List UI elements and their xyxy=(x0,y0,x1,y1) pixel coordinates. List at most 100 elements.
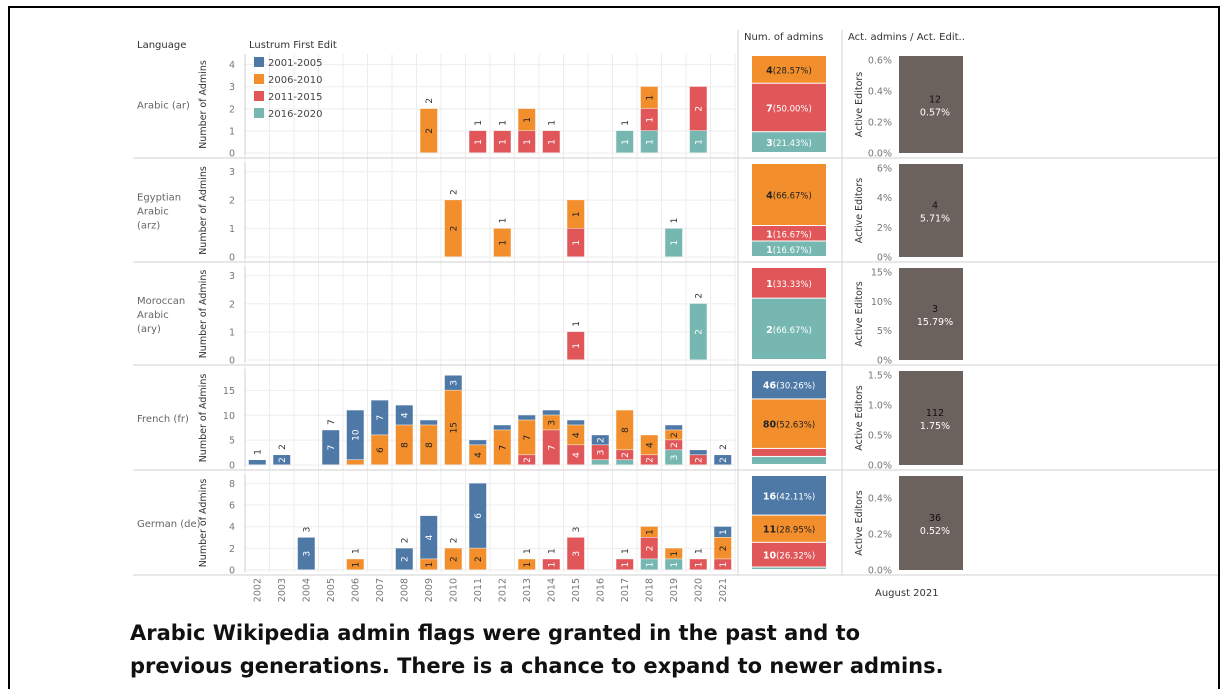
bar-value-label: 1 xyxy=(645,139,655,145)
legend-swatch xyxy=(254,57,264,67)
bar-segment xyxy=(714,455,732,465)
bar-value-label: 1 xyxy=(498,240,508,246)
bar-total-label: 2 xyxy=(449,537,459,543)
right-tick-label: 0% xyxy=(877,356,892,367)
y-tick-label: 3 xyxy=(229,271,235,282)
bar-value-label: 1 xyxy=(474,139,484,145)
bar-value-label: 2 xyxy=(596,437,606,443)
bar-segment xyxy=(420,559,438,570)
bar-total-label: 1 xyxy=(351,548,361,554)
bar-segment xyxy=(420,425,438,465)
legend-label: 2011-2015 xyxy=(268,92,323,103)
bar-segment xyxy=(420,515,438,559)
right-tick-label: 1.5% xyxy=(868,371,892,382)
row-label: French (fr) xyxy=(137,414,189,425)
bar-value-label: 2 xyxy=(425,128,435,134)
bar-value-label: 1 xyxy=(572,343,582,349)
bar-value-label: 1 xyxy=(694,562,704,568)
bar-value-label: 2 xyxy=(645,457,655,463)
row-label: Arabic xyxy=(137,310,169,321)
admin-share-segment xyxy=(752,268,826,298)
right-tick-label: 4% xyxy=(877,193,892,204)
bar-value-label: 1 xyxy=(572,240,582,246)
admin-share-label: 4(66.67%) xyxy=(766,191,812,202)
right-tick-label: 10% xyxy=(871,297,892,308)
x-tick-label: 2011 xyxy=(473,578,484,602)
bar-segment xyxy=(395,548,413,570)
y-tick-label: 0 xyxy=(229,253,235,264)
admin-share-segment xyxy=(752,164,826,226)
x-tick-label: 2021 xyxy=(718,578,729,602)
bar-segment xyxy=(640,130,658,153)
x-tick-label: 2019 xyxy=(669,578,680,602)
frame-top-border xyxy=(8,6,1220,8)
bar-total-label: 2 xyxy=(449,189,459,195)
admin-share-label: 16(42.11%) xyxy=(763,491,815,502)
right-tick-label: 5% xyxy=(877,326,892,337)
bar-segment xyxy=(493,430,511,465)
row-label: German (de) xyxy=(137,519,201,530)
bar-value-label: 4 xyxy=(572,432,582,438)
bar-total-label: 1 xyxy=(547,120,557,126)
bar-segment xyxy=(665,425,683,430)
bar-value-label: 2 xyxy=(719,545,729,551)
bar-value-label: 1 xyxy=(498,139,508,145)
bar-total-label: 2 xyxy=(719,444,729,450)
y-tick-label: 1 xyxy=(229,126,235,137)
y-tick-label: 8 xyxy=(229,479,235,490)
admin-share-label: 7(50.00%) xyxy=(766,103,812,114)
bar-segment xyxy=(469,440,487,445)
y-tick-label: 1 xyxy=(229,224,235,235)
y-tick-label: 2 xyxy=(229,544,235,555)
y-tick-label: 15 xyxy=(223,386,235,397)
x-tick-label: 2009 xyxy=(424,578,435,602)
bar-value-label: 2 xyxy=(449,556,459,562)
bar-value-label: 1 xyxy=(694,139,704,145)
x-tick-label: 2002 xyxy=(252,578,263,602)
bar-segment xyxy=(518,415,536,420)
bar-segment xyxy=(518,108,536,131)
right-tick-label: 0% xyxy=(877,253,892,264)
bar-segment xyxy=(395,405,413,425)
admin-share-label: 1(16.67%) xyxy=(766,229,812,240)
bar-segment xyxy=(444,548,462,570)
bar-value-label: 2 xyxy=(670,442,680,448)
bar-value-label: 2 xyxy=(278,457,288,463)
bar-total-label: 1 xyxy=(253,449,263,455)
y-tick-label: 10 xyxy=(223,411,235,422)
bar-value-label: 3 xyxy=(670,455,680,461)
bar-segment xyxy=(689,450,707,455)
legend-label: 2006-2010 xyxy=(268,75,323,86)
x-tick-label: 2008 xyxy=(399,578,410,602)
y-tick-label: 2 xyxy=(229,299,235,310)
row-label: Arabic (ar) xyxy=(137,101,190,112)
bar-value-label: 3 xyxy=(302,551,312,557)
ratio-box xyxy=(899,164,963,257)
ratio-count: 36 xyxy=(929,513,941,524)
x-tick-label: 2017 xyxy=(620,578,631,602)
admin-share-label: 1(16.67%) xyxy=(766,245,812,256)
bar-value-label: 2 xyxy=(523,457,533,463)
legend-swatch xyxy=(254,91,264,101)
admin-share-label: 46(30.26%) xyxy=(763,381,815,392)
admin-share-label: 1(33.33%) xyxy=(766,279,812,290)
bar-total-label: 1 xyxy=(547,548,557,554)
bar-segment xyxy=(493,425,511,430)
admin-share-segment xyxy=(752,448,826,456)
x-tick-label: 2018 xyxy=(644,578,655,602)
right-tick-label: 6% xyxy=(877,164,892,175)
admin-share-segment xyxy=(752,132,826,152)
footer-date: August 2021 xyxy=(875,588,939,599)
bar-value-label: 7 xyxy=(498,445,508,451)
bar-value-label: 8 xyxy=(425,442,435,448)
bar-segment xyxy=(420,108,438,153)
right-tick-label: 0.0% xyxy=(868,566,892,577)
bar-segment xyxy=(469,548,487,570)
bar-segment xyxy=(518,420,536,455)
bar-segment xyxy=(714,526,732,538)
bar-segment xyxy=(444,375,462,390)
bar-segment xyxy=(689,559,707,570)
bar-total-label: 1 xyxy=(474,120,484,126)
bar-value-label: 2 xyxy=(670,432,680,438)
x-tick-label: 2003 xyxy=(277,578,288,602)
